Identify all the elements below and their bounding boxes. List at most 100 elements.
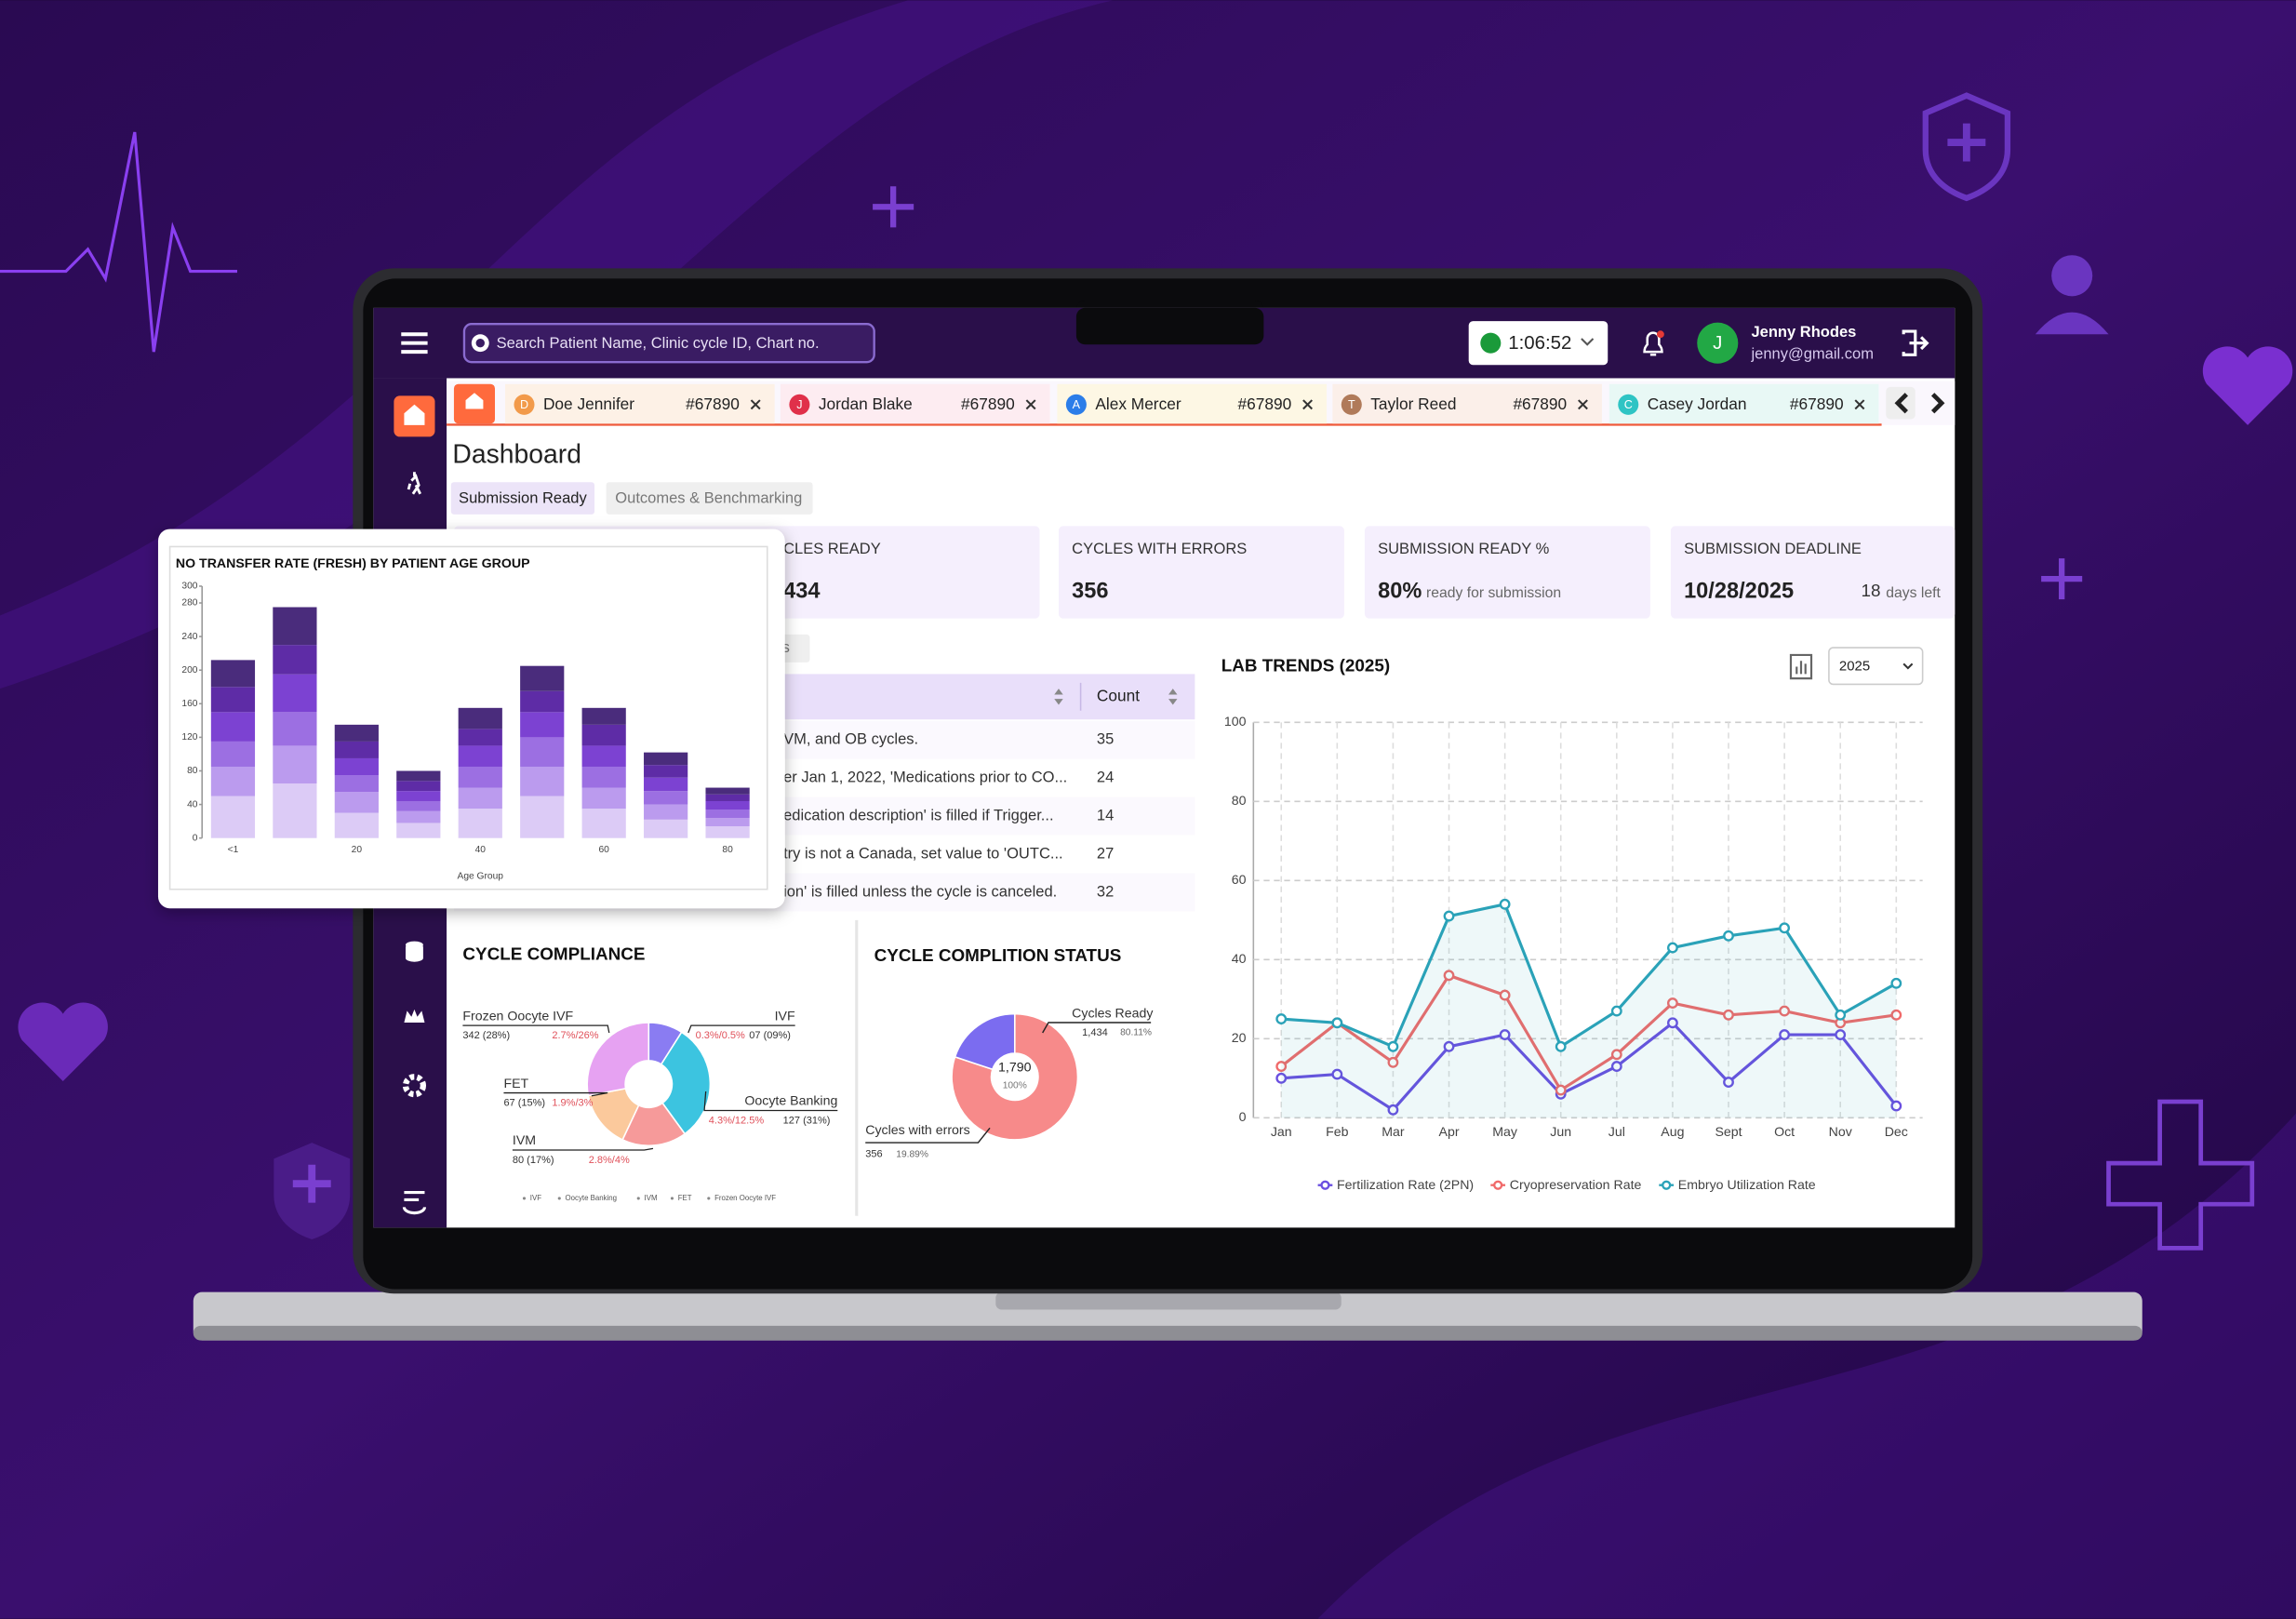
- subtab[interactable]: [606, 482, 813, 515]
- legend-label: IVF: [530, 1194, 541, 1202]
- patient-tab[interactable]: [1057, 383, 1328, 424]
- tab-close[interactable]: [1578, 399, 1588, 410]
- x-tick-label: Mar: [1382, 1125, 1405, 1140]
- year-select[interactable]: [1828, 647, 1924, 686]
- tab-id: #67890: [1513, 395, 1567, 413]
- bar-segment: [520, 712, 565, 738]
- user-email: jenny@gmail.com: [1750, 345, 1874, 363]
- line: [1281, 903, 1898, 1050]
- total-value: 1,790: [998, 1061, 1032, 1076]
- nav-activity[interactable]: [407, 472, 421, 495]
- popup-chart: NO TRANSFER RATE (FRESH) BY PATIENT AGE …: [157, 529, 785, 909]
- point: [1667, 942, 1678, 954]
- bar-segment: [644, 777, 688, 792]
- x-tick-label: May: [1492, 1125, 1518, 1140]
- kpi-label: CLES READY: [783, 540, 881, 557]
- tab-close[interactable]: [1302, 399, 1314, 410]
- patient-tab[interactable]: [1332, 383, 1602, 424]
- point: [1555, 1040, 1567, 1052]
- kpi-value: 356: [1072, 579, 1108, 603]
- legend-label: IVM: [645, 1194, 658, 1202]
- point: [1610, 1049, 1622, 1061]
- donut-slice: [586, 1022, 650, 1097]
- leader-line: [503, 1091, 608, 1097]
- bar-segment: [458, 729, 502, 746]
- bar-segment: [458, 787, 502, 810]
- kpi-note: days left: [1886, 585, 1941, 601]
- bar-segment: [396, 781, 441, 792]
- bar-segment: [396, 800, 441, 811]
- menu-button[interactable]: [401, 332, 428, 355]
- area: [1281, 903, 1897, 1118]
- segment-rate: 4.3%/12.5%: [709, 1115, 765, 1126]
- patient-tab[interactable]: [1609, 383, 1879, 424]
- bar-segment: [458, 745, 502, 767]
- bar-segment: [705, 800, 750, 810]
- point: [1331, 1068, 1343, 1080]
- bar-segment: [581, 787, 626, 810]
- tab-avatar: [1341, 394, 1362, 415]
- y-tick-label: 120: [181, 732, 197, 743]
- nav-premium[interactable]: [404, 1009, 425, 1024]
- patient-tab[interactable]: [780, 383, 1050, 424]
- x-tick-label: Jan: [1271, 1125, 1292, 1140]
- kpi-value: 10/28/2025: [1684, 579, 1794, 603]
- tab-next[interactable]: [1930, 393, 1945, 414]
- search-box[interactable]: [462, 323, 875, 364]
- bar-segment: [396, 810, 441, 823]
- tab-close[interactable]: [1025, 399, 1036, 410]
- user-name: Jenny Rhodes: [1751, 323, 1856, 341]
- bar-segment: [210, 687, 256, 713]
- leader-line: [462, 1024, 610, 1034]
- tab-avatar: [789, 394, 810, 415]
- x-tick-label: Jun: [1550, 1125, 1571, 1140]
- point: [1890, 977, 1902, 989]
- legend-label: Frozen Oocyte IVF: [714, 1194, 776, 1202]
- timer-box[interactable]: [1468, 321, 1609, 366]
- point: [1610, 1005, 1622, 1017]
- segment-name: FET: [503, 1077, 528, 1091]
- tab-close[interactable]: [1854, 399, 1865, 410]
- subtab-label: Outcomes & Benchmarking: [615, 489, 802, 507]
- segment-rate: 2.8%/4%: [589, 1155, 630, 1166]
- y-tick-label: 80: [1232, 794, 1247, 809]
- bar-segment: [581, 766, 626, 788]
- nav-logout[interactable]: [402, 1191, 427, 1215]
- chart-toggle[interactable]: [1789, 653, 1813, 680]
- tab-name: Taylor Reed: [1370, 395, 1456, 413]
- segment-count: 1,434: [1082, 1027, 1108, 1038]
- page-title: Dashboard: [452, 439, 581, 469]
- table-header: Count: [1097, 686, 1140, 704]
- bar-segment: [644, 804, 688, 820]
- point: [1723, 1009, 1734, 1021]
- table-cell: VM, and OB cycles.: [783, 730, 918, 748]
- point: [1723, 1077, 1734, 1088]
- logout[interactable]: [1902, 329, 1929, 356]
- x-tick-label: Apr: [1439, 1125, 1460, 1140]
- tab-initial: C: [1624, 398, 1633, 411]
- point: [1890, 1009, 1902, 1021]
- tab-id: #67890: [686, 395, 740, 413]
- leader-line: [687, 1024, 795, 1034]
- point: [1387, 1056, 1399, 1068]
- x-tick-label: Dec: [1885, 1125, 1908, 1140]
- notifications[interactable]: [1643, 331, 1663, 356]
- subtab-active[interactable]: [450, 482, 595, 515]
- y-tick-label: 160: [181, 699, 197, 709]
- x-tick-label: Jul: [1609, 1125, 1625, 1140]
- bar-segment: [334, 775, 379, 793]
- legend-label: FET: [678, 1194, 692, 1202]
- y-tick-label: 20: [1232, 1031, 1247, 1046]
- nav-settings[interactable]: [402, 1074, 427, 1098]
- bar-segment: [273, 607, 317, 646]
- bar-segment: [520, 690, 565, 713]
- patient-tab[interactable]: [505, 383, 775, 424]
- legend-dot: [1493, 1180, 1503, 1190]
- chart-title: LAB TRENDS (2025): [1221, 657, 1390, 676]
- point: [1275, 1061, 1288, 1072]
- tab-close[interactable]: [750, 399, 761, 410]
- bar-segment: [210, 712, 256, 742]
- legend-dot: [522, 1197, 527, 1200]
- bar-segment: [396, 791, 441, 801]
- segment-name: Cycles Ready: [1072, 1006, 1154, 1021]
